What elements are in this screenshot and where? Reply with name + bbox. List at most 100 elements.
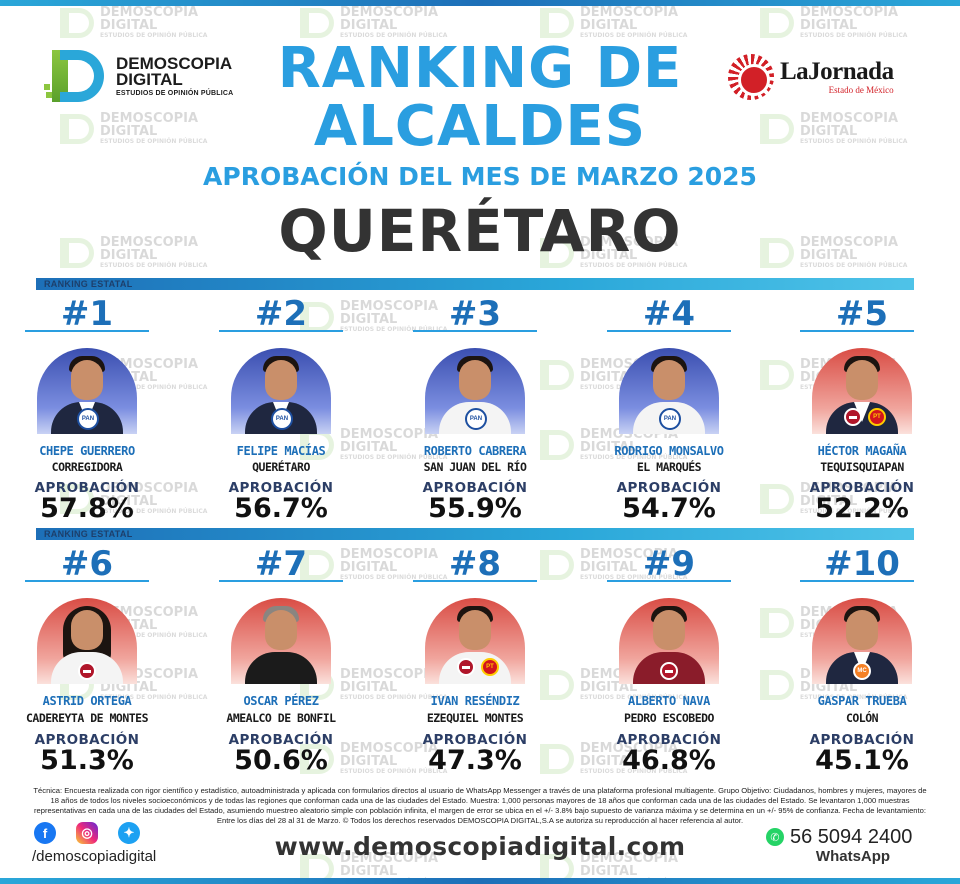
pt-logo-icon: PT (868, 408, 886, 426)
watermark-logo-icon (760, 7, 794, 38)
title-line-1: RANKING DE (277, 36, 683, 101)
subtitle: APROBACIÓN DEL MES DE MARZO 2025 (203, 162, 757, 191)
mayor-face (653, 610, 685, 650)
rank-underline (25, 580, 149, 582)
approval-percentage: 46.8% (622, 745, 716, 776)
watermark-line1: DEMOSCOPIA (580, 5, 679, 20)
bottom-stripe (0, 878, 960, 884)
rank-underline (800, 580, 914, 582)
mayor-municipality: CORREGIDORA (51, 460, 123, 474)
watermark-line1: DEMOSCOPIA (800, 5, 899, 20)
approval-label: APROBACIÓN (616, 480, 722, 496)
watermark-line1: DEMOSCOPIA (100, 5, 199, 20)
mayor-photo: PAN (619, 348, 719, 434)
approval-percentage: 57.8% (40, 493, 134, 524)
pan-logo-icon: PAN (77, 408, 99, 430)
mayor-municipality: EZEQUIEL MONTES (426, 711, 524, 725)
rank-number: #5 (835, 294, 889, 334)
technical-note: Técnica: Encuesta realizada con rigor ci… (33, 786, 927, 825)
instagram-icon[interactable]: ◎ (76, 822, 98, 844)
mayor-name: RODRIGO MONSALVO (614, 444, 724, 458)
rank-number: #8 (448, 544, 502, 584)
approval-label: APROBACIÓN (228, 480, 334, 496)
la-jornada-sun-icon (728, 54, 774, 100)
approval-percentage: 51.3% (40, 745, 134, 776)
approval-label: APROBACIÓN (34, 732, 140, 748)
mayor-photo: PAN (37, 348, 137, 434)
mayor-name: OSCAR PÉREZ (243, 694, 319, 708)
mayor-photo (37, 598, 137, 684)
logo-subtitle: ESTUDIOS DE OPINIÓN PÚBLICA (116, 89, 234, 97)
mayor-municipality: CADEREYTA DE MONTES (25, 711, 149, 725)
approval-percentage: 52.2% (815, 493, 909, 524)
mayor-municipality: PEDRO ESCOBEDO (624, 711, 714, 725)
ranking-label-top: RANKING ESTATAL (44, 279, 133, 289)
watermark-line2: DIGITAL (580, 18, 638, 33)
twitter-icon[interactable]: ✦ (118, 822, 140, 844)
approval-percentage: 47.3% (428, 745, 522, 776)
morena-logo-icon (78, 662, 96, 680)
whatsapp-icon[interactable]: ✆ (766, 828, 784, 846)
rank-underline (219, 580, 343, 582)
mayor-face (71, 610, 103, 650)
demoscopia-logo: DEMOSCOPIA DIGITAL ESTUDIOS DE OPINIÓN P… (44, 50, 233, 102)
mayor-name: CHEPE GUERRERO (39, 444, 135, 458)
watermark-sub: ESTUDIOS DE OPINIÓN PÚBLICA (800, 32, 908, 39)
rank-number: #1 (60, 294, 114, 334)
rank-number: #3 (448, 294, 502, 334)
watermark-logo-icon (760, 359, 794, 390)
mayor-name: ASTRID ORTEGA (42, 694, 132, 708)
rank-underline (800, 330, 914, 332)
morena-logo-icon (660, 662, 678, 680)
watermark-line2: DIGITAL (580, 864, 638, 879)
watermark-line2: DIGITAL (340, 864, 398, 879)
mayor-name: ROBERTO CABRERA (423, 444, 527, 458)
watermark-line2: DIGITAL (800, 18, 858, 33)
phone-number[interactable]: 56 5094 2400 (790, 826, 913, 848)
mayor-photo: MC (812, 598, 912, 684)
social-links: f ◎ ✦ (34, 822, 140, 844)
approval-percentage: 50.6% (234, 745, 328, 776)
website-link[interactable]: www.demoscopiadigital.com (274, 832, 686, 861)
pan-logo-icon: PAN (271, 408, 293, 430)
watermark-line1: DEMOSCOPIA (340, 5, 439, 20)
pan-logo-icon: PAN (465, 408, 487, 430)
logo-line2: DIGITAL (116, 69, 183, 89)
approval-label: APROBACIÓN (616, 732, 722, 748)
mayor-name: GASPAR TRUEBA (817, 694, 907, 708)
facebook-icon[interactable]: f (34, 822, 56, 844)
state-name: QUERÉTARO (278, 197, 682, 265)
morena-logo-icon (457, 658, 475, 676)
social-handle[interactable]: /demoscopiadigital (32, 848, 157, 865)
mayor-municipality: TEQUISQUIAPAN (820, 460, 904, 474)
approval-label: APROBACIÓN (422, 480, 528, 496)
mayor-photo: PAN (425, 348, 525, 434)
rank-number: #6 (60, 544, 114, 584)
ranking-label-bottom: RANKING ESTATAL (44, 529, 133, 539)
demoscopia-d-icon (44, 50, 108, 102)
rank-number: #7 (254, 544, 308, 584)
approval-label: APROBACIÓN (809, 732, 915, 748)
rank-number: #10 (824, 544, 900, 584)
mayor-face (846, 360, 878, 400)
mayor-face (265, 360, 297, 400)
watermark-logo-icon (540, 7, 574, 38)
rank-underline (607, 330, 731, 332)
approval-label: APROBACIÓN (34, 480, 140, 496)
approval-percentage: 55.9% (428, 493, 522, 524)
watermark-logo-icon (300, 7, 334, 38)
top-stripe (0, 0, 960, 6)
pan-logo-icon: PAN (659, 408, 681, 430)
watermark-logo-icon (540, 549, 574, 580)
mayor-name: ALBERTO NAVA (628, 694, 710, 708)
mayor-face (459, 360, 491, 400)
rank-underline (413, 580, 537, 582)
approval-label: APROBACIÓN (809, 480, 915, 496)
mayor-photo (619, 598, 719, 684)
mayor-face (846, 610, 878, 650)
approval-percentage: 45.1% (815, 745, 909, 776)
mayor-face (71, 360, 103, 400)
ranking-bar-bottom (36, 528, 914, 540)
